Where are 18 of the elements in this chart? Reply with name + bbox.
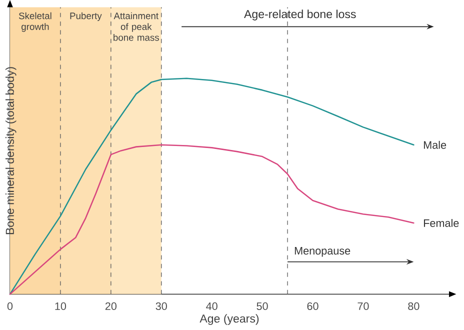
x-tick-label: 60 xyxy=(307,302,318,310)
x-tick-label: 70 xyxy=(358,302,369,310)
x-tick-label: 40 xyxy=(206,302,218,310)
x-tick-label: 0 xyxy=(7,302,13,310)
series-label: Female xyxy=(424,219,459,228)
y-axis-title: Bone mineral density (total body) xyxy=(5,67,16,234)
band-label: Puberty xyxy=(70,12,102,22)
band-label: Attainment of peak bone mass xyxy=(114,12,159,41)
text: Age-related bone loss xyxy=(244,10,356,21)
ref-line-label: Menopause xyxy=(294,247,350,257)
x-tick-label: 20 xyxy=(105,302,116,310)
band-label: Skeletal growth xyxy=(18,12,52,32)
x-axis-title: Age (years) xyxy=(200,314,259,326)
x-tick-label: 10 xyxy=(55,302,66,310)
x-tick-label: 80 xyxy=(408,302,420,310)
x-tick-label: 50 xyxy=(256,302,268,310)
series-label: Male xyxy=(424,141,446,149)
x-tick-label: 30 xyxy=(156,302,167,310)
